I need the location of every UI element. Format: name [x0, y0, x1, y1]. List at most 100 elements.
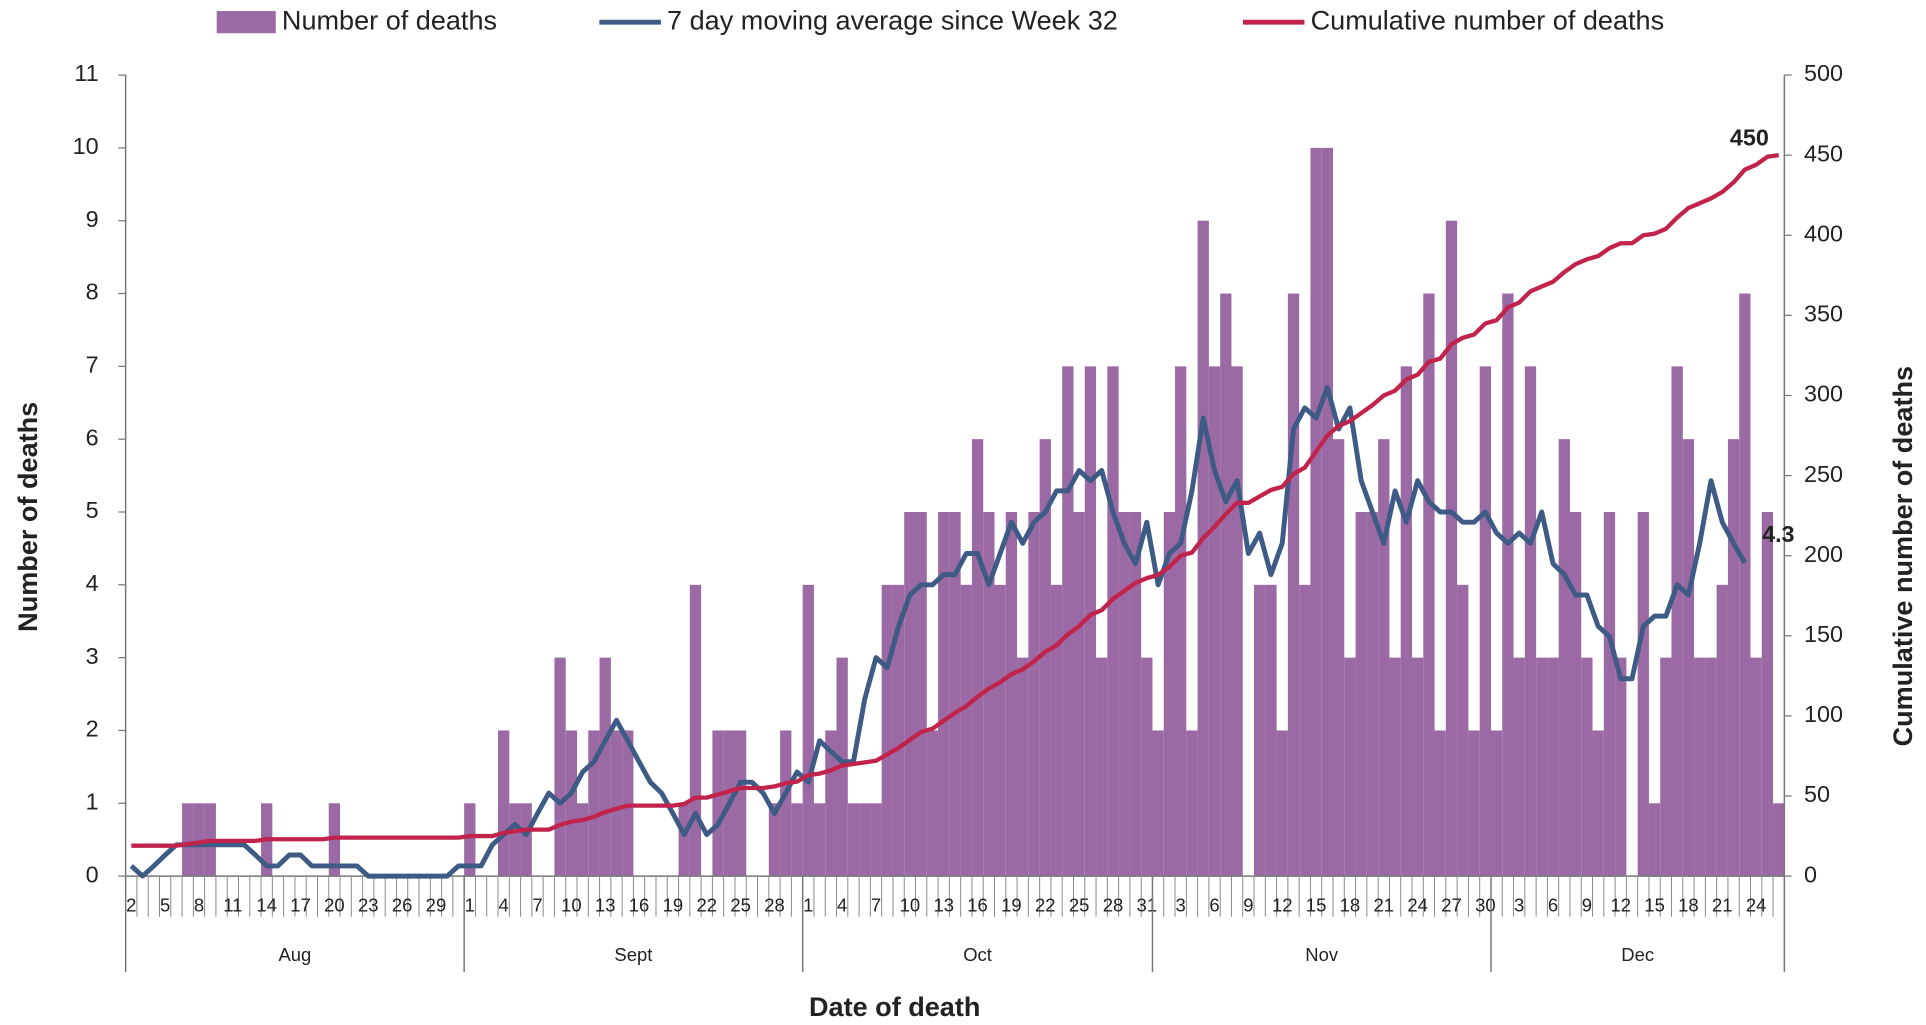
bar [498, 730, 510, 877]
bar [892, 584, 905, 877]
bar [588, 730, 600, 877]
y-tick-label: 8 [86, 279, 99, 305]
x-tick-label: 9 [1243, 895, 1253, 916]
bar [1490, 730, 1503, 877]
x-tick-label: 8 [194, 895, 204, 916]
month-label: Aug [278, 944, 311, 965]
bar [904, 511, 916, 877]
bar [1558, 439, 1570, 877]
bar [1705, 657, 1717, 877]
x-tick-label: 19 [663, 895, 684, 916]
bar [520, 803, 532, 877]
x-tick-label: 12 [1272, 895, 1293, 916]
bar [1637, 511, 1649, 877]
bar [1773, 803, 1785, 877]
x-tick-label: 14 [256, 895, 277, 916]
x-tick-label: 3 [1176, 895, 1186, 916]
y2-tick-label: 250 [1804, 461, 1843, 487]
bar [554, 657, 566, 877]
y-tick-label: 11 [74, 60, 98, 86]
line [131, 153, 1780, 848]
bar [610, 730, 623, 877]
bar [182, 803, 194, 877]
x-tick-label: 4 [837, 895, 847, 916]
bar [464, 803, 476, 877]
x-axis-title: Date of death [809, 991, 980, 1022]
bar [1152, 730, 1164, 877]
bar [1423, 293, 1435, 877]
y2-tick-label: 200 [1804, 541, 1843, 567]
x-tick-label: 18 [1678, 895, 1699, 916]
y2-tick-label: 100 [1804, 701, 1843, 727]
x-tick-label: 6 [1209, 895, 1219, 916]
bar [1208, 366, 1221, 877]
bar [1536, 657, 1548, 877]
bar [1366, 511, 1379, 877]
bar [509, 803, 521, 877]
y-tick-label: 4 [86, 570, 99, 596]
x-tick-label: 23 [358, 895, 379, 916]
bar [859, 803, 871, 877]
bar [193, 803, 205, 877]
bar [1344, 657, 1356, 877]
bar [1513, 657, 1525, 877]
x-tick-label: 15 [1644, 895, 1665, 916]
x-tick-label: 30 [1475, 895, 1496, 916]
x-tick-label: 19 [1001, 895, 1022, 916]
bar [1141, 657, 1153, 877]
bar [1457, 584, 1469, 877]
x-tick-label: 9 [1582, 895, 1592, 916]
x-tick-label: 5 [160, 895, 170, 916]
y2-tick-label: 50 [1804, 781, 1830, 807]
bar [1186, 730, 1198, 877]
legend-label: Cumulative number of deaths [1311, 4, 1665, 35]
bar [1671, 366, 1683, 877]
bar [949, 511, 961, 877]
data-label: 4.3 [1762, 521, 1794, 547]
x-tick-label: 13 [933, 895, 954, 916]
bar [712, 730, 724, 877]
bar [1333, 439, 1345, 877]
bar [1129, 511, 1142, 877]
bar [847, 803, 860, 877]
bar [1411, 657, 1424, 877]
bar [1761, 511, 1774, 877]
bar [791, 803, 803, 877]
bar [1220, 293, 1232, 877]
bar [1569, 511, 1582, 877]
x-tick-label: 26 [392, 895, 413, 916]
x-tick-label: 11 [223, 895, 242, 916]
bar [565, 730, 577, 877]
bar [1050, 584, 1063, 877]
bar [971, 439, 984, 877]
y2-axis-title: Cumulative number of deaths [1887, 366, 1918, 746]
y2-tick-label: 450 [1804, 140, 1843, 166]
bar [1581, 657, 1593, 877]
x-tick-label: 16 [629, 895, 650, 916]
bar [1716, 584, 1728, 877]
bar [689, 584, 702, 877]
bar [813, 803, 826, 877]
y-tick-label: 2 [86, 716, 99, 742]
x-tick-label: 25 [1069, 895, 1090, 916]
x-tick-label: 15 [1306, 895, 1327, 916]
x-tick-label: 24 [1407, 895, 1428, 916]
x-tick-label: 28 [764, 895, 785, 916]
bar [802, 584, 814, 877]
y-tick-label: 6 [86, 424, 99, 450]
bar [1299, 584, 1311, 877]
month-label: Dec [1621, 944, 1654, 965]
bar [1084, 366, 1097, 877]
month-label: Oct [963, 944, 992, 965]
month-label: Nov [1305, 944, 1339, 965]
labels-layer: 4.3 450 Number of deaths 7 day moving avera… [216, 4, 1795, 547]
x-tick-label: 4 [499, 895, 509, 916]
bar [678, 803, 690, 877]
bar [1400, 366, 1412, 877]
x-tick-label: 18 [1340, 895, 1361, 916]
line [129, 385, 1747, 879]
y-tick-label: 10 [73, 133, 99, 159]
bar [1073, 511, 1085, 877]
legend-swatch [216, 11, 276, 34]
bar [1062, 366, 1074, 877]
